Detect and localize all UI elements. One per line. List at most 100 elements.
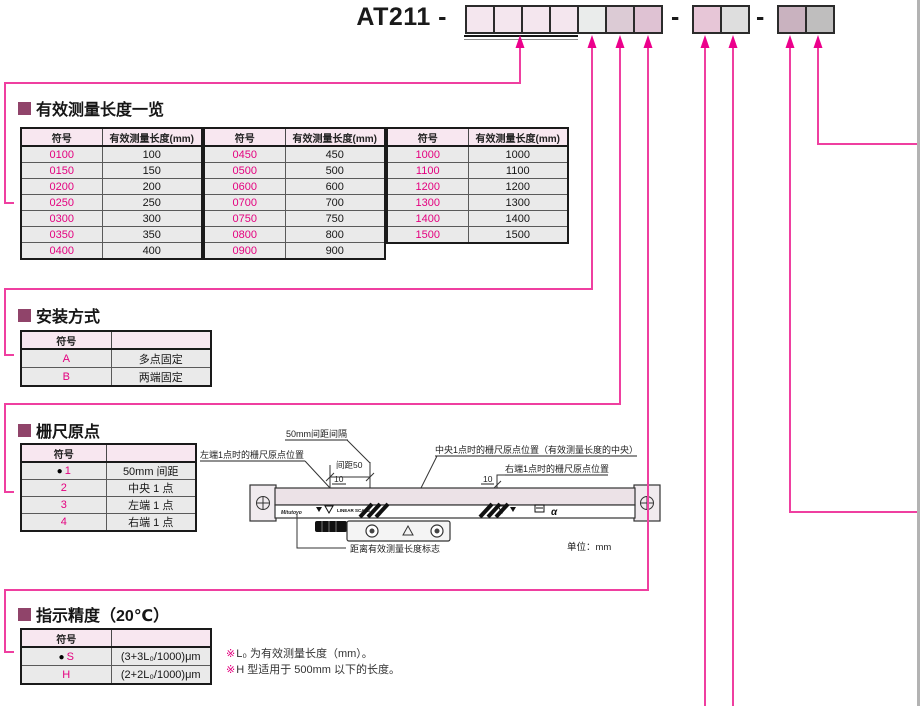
symbol-cell: 1000 xyxy=(386,145,469,163)
connector-right-2 xyxy=(817,46,917,145)
length-tables: 符号 有效测量长度(mm) 0100 100 0150 150 0200 200 0250 2… xyxy=(20,127,569,260)
order-code-group-length xyxy=(465,5,663,34)
order-code-box xyxy=(549,5,579,34)
table-row: 2 中央 1 点 xyxy=(20,479,197,497)
value-cell: 450 xyxy=(284,145,386,163)
order-code-box xyxy=(577,5,607,34)
symbol-cell: 0100 xyxy=(20,145,103,163)
label-effective-mark: 距离有效测量长度标志 xyxy=(350,543,440,554)
symbol-cell: 0300 xyxy=(20,210,103,227)
length-table-2: 符号 有效测量长度(mm) 0450 450 0500 500 0600 600 0700 7… xyxy=(203,127,386,260)
symbol-cell: A xyxy=(20,348,112,368)
symbol-cell: 0900 xyxy=(203,242,286,260)
symbol-cell: 0150 xyxy=(20,162,103,179)
dash-separator: - xyxy=(671,3,680,31)
order-code-box xyxy=(521,5,551,34)
value-cell: 350 xyxy=(101,226,203,243)
dot-mark: ● xyxy=(56,466,63,477)
cable-block xyxy=(315,521,347,532)
section-marker xyxy=(18,101,31,115)
value-cell: 1000 xyxy=(467,145,569,163)
reference-mark: ※ xyxy=(226,648,236,660)
label-center-origin: 中央1点时的栅尺原点位置（有效测量长度的中央） xyxy=(435,444,638,455)
symbol-cell: 0800 xyxy=(203,226,286,243)
scale-upper-band xyxy=(274,487,636,506)
symbol-cell: 1100 xyxy=(386,162,469,179)
column-header: 符号 xyxy=(386,127,469,147)
order-code-box xyxy=(493,5,523,34)
value-cell: 50mm 间距 xyxy=(105,461,197,480)
table-row: 1000 1000 xyxy=(386,145,569,163)
symbol-cell: 1200 xyxy=(386,178,469,195)
symbol-cell: 0350 xyxy=(20,226,103,243)
table-row: 1200 1200 xyxy=(386,178,569,195)
value-cell: 中央 1 点 xyxy=(105,479,197,497)
column-header xyxy=(105,443,197,463)
symbol-cell: H xyxy=(20,665,112,685)
note-line: ※H 型适用于 500mm 以下的长度。 xyxy=(226,664,401,676)
order-code-box xyxy=(633,5,663,34)
column-header: 符号 xyxy=(20,628,112,648)
order-code-box xyxy=(692,5,722,34)
section-title-accuracy: 指示精度（20℃） xyxy=(18,602,169,626)
table-row: 1100 1100 xyxy=(386,162,569,179)
order-code-group-mid xyxy=(692,5,750,34)
value-cell: 两端固定 xyxy=(110,367,212,387)
order-code-group-right xyxy=(777,5,835,34)
value-cell: 300 xyxy=(101,210,203,227)
symbol-cell: 3 xyxy=(20,496,107,514)
section-title-mounting: 安装方式 xyxy=(18,303,100,327)
value-cell: (2+2L₀/1000)μm xyxy=(110,665,212,685)
table-row: 0350 350 xyxy=(20,226,203,243)
table-row: 0250 250 xyxy=(20,194,203,211)
value-cell: 右端 1 点 xyxy=(105,513,197,532)
page-edge xyxy=(917,0,920,706)
table-row: A 多点固定 xyxy=(20,348,212,368)
mounting-table: 符号 A 多点固定 B 两端固定 xyxy=(20,330,212,387)
symbol-cell: 0600 xyxy=(203,178,286,195)
scale-drawing: 50mm间距间隔 左端1点时的栅尺原点位置 中央1点时的栅尺原点位置（有效测量长… xyxy=(200,428,661,554)
table-row: 0200 200 xyxy=(20,178,203,195)
symbol-cell: 0400 xyxy=(20,242,103,260)
order-code-box xyxy=(777,5,807,34)
section-title-origin: 栅尺原点 xyxy=(18,418,100,442)
table-row: 0750 750 xyxy=(203,210,386,227)
origin-table: 符号 ● 1 50mm 间距 2 中央 1 点 3 左端 1 点 4 右端 1 点 xyxy=(20,443,197,532)
label-left-origin: 左端1点时的栅尺原点位置 xyxy=(200,449,304,460)
symbol-cell: B xyxy=(20,367,112,387)
model-number: AT211 - xyxy=(356,3,447,31)
table-row: 0900 900 xyxy=(203,242,386,260)
label-pitch-interval: 50mm间距间隔 xyxy=(286,428,347,439)
table-row: 0150 150 xyxy=(20,162,203,179)
table-row: 0400 400 xyxy=(20,242,203,260)
label-unit: 单位：mm xyxy=(567,541,611,553)
column-header xyxy=(110,330,212,350)
table-row: 0500 500 xyxy=(203,162,386,179)
table-row: 4 右端 1 点 xyxy=(20,513,197,532)
value-cell: 1500 xyxy=(467,226,569,244)
section-marker xyxy=(18,308,31,322)
table-row: 0300 300 xyxy=(20,210,203,227)
value-cell: 200 xyxy=(101,178,203,195)
symbol-cell: 4 xyxy=(20,513,107,532)
column-header: 符号 xyxy=(20,330,112,350)
value-cell: 1200 xyxy=(467,178,569,195)
value-cell: 800 xyxy=(284,226,386,243)
dot-mark: ● xyxy=(58,651,65,663)
scale-lower-band xyxy=(274,504,636,519)
table-row: 1400 1400 xyxy=(386,210,569,227)
length-table-1: 符号 有效测量长度(mm) 0100 100 0150 150 0200 200 0250 2… xyxy=(20,127,203,260)
order-code-box xyxy=(465,5,495,34)
value-cell: (3+3L₀/1000)μm xyxy=(110,646,212,666)
value-cell: 多点固定 xyxy=(110,348,212,368)
label-dim10-right: 10 xyxy=(483,474,493,484)
table-row: 0800 800 xyxy=(203,226,386,243)
table-row: 3 左端 1 点 xyxy=(20,496,197,514)
table-row: ● S (3+3L₀/1000)μm xyxy=(20,646,212,666)
value-cell: 500 xyxy=(284,162,386,179)
table-row: 0450 450 xyxy=(203,145,386,163)
table-row: ● 1 50mm 间距 xyxy=(20,461,197,480)
leader-line xyxy=(304,460,331,489)
order-code-box xyxy=(720,5,750,34)
column-header: 有效测量长度(mm) xyxy=(467,127,569,147)
